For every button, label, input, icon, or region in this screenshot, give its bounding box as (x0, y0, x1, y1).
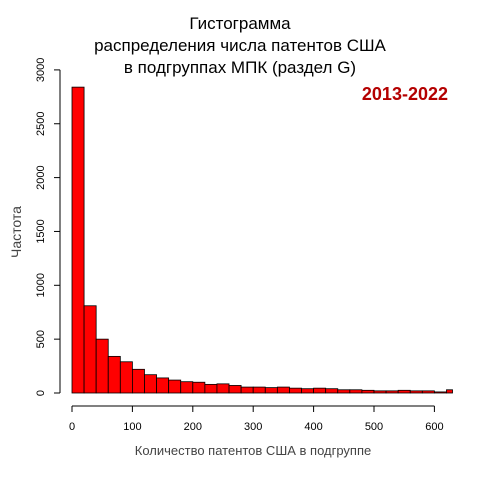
histogram-bar (83, 305, 97, 394)
histogram-bar (276, 386, 290, 394)
x-tick-label: 600 (425, 421, 443, 433)
y-tick-label: 1000 (35, 273, 47, 297)
y-tick-label: 500 (35, 330, 47, 348)
x-tick-label: 300 (244, 421, 262, 433)
histogram-bar (421, 390, 435, 394)
histogram-bar (409, 390, 423, 394)
y-tick-label: 2000 (35, 165, 47, 189)
y-tick-label: 1500 (35, 219, 47, 243)
histogram-bars (71, 86, 453, 394)
x-tick-label: 200 (184, 421, 202, 433)
chart-title-line-3: в подгруппах МПК (раздел G) (123, 58, 357, 77)
histogram-bar (385, 390, 399, 394)
chart-title-line-1: Гистограмма (189, 14, 291, 33)
histogram-bar (397, 389, 411, 394)
histogram-bar (264, 387, 278, 394)
histogram-bar (216, 383, 230, 394)
histogram-bar (313, 387, 327, 394)
histogram-bar (168, 379, 182, 394)
chart-title-line-2: распределения числа патентов США (94, 36, 386, 55)
y-tick-label: 3000 (35, 58, 47, 82)
x-axis: 0 100 200 300 400 500 600 (69, 405, 444, 433)
period-annotation: 2013-2022 (361, 84, 448, 104)
histogram-bar (144, 374, 157, 394)
histogram-bar (373, 390, 387, 394)
histogram-bar (301, 388, 314, 394)
histogram-bar (433, 391, 447, 394)
histogram-bar (107, 355, 121, 394)
histogram-bar (180, 381, 194, 394)
x-tick-label: 500 (365, 421, 383, 433)
x-tick-label: 100 (123, 421, 141, 433)
histogram-bar (131, 368, 145, 394)
histogram-bar (71, 86, 85, 394)
histogram-bar (228, 385, 242, 394)
histogram-bar (95, 338, 109, 394)
y-tick-label: 2500 (35, 112, 47, 136)
histogram-bar (361, 389, 375, 394)
x-tick-label: 400 (304, 421, 322, 433)
histogram-bar (446, 389, 453, 394)
y-tick-label: 0 (35, 390, 47, 396)
y-axis: 0 500 1000 1500 2000 2500 3000 (35, 58, 61, 396)
histogram-bar (349, 389, 363, 394)
histogram-bar (119, 361, 133, 394)
histogram-bar (337, 389, 351, 394)
histogram-bar (289, 387, 302, 394)
histogram-bar (252, 386, 266, 394)
histogram-bar (192, 381, 206, 394)
histogram-bar (240, 386, 254, 394)
histogram-bar (156, 377, 170, 394)
histogram-bar (204, 383, 218, 394)
x-tick-label: 0 (69, 421, 75, 433)
histogram-bar (325, 388, 339, 394)
x-axis-label: Количество патентов США в подгруппе (134, 443, 372, 458)
